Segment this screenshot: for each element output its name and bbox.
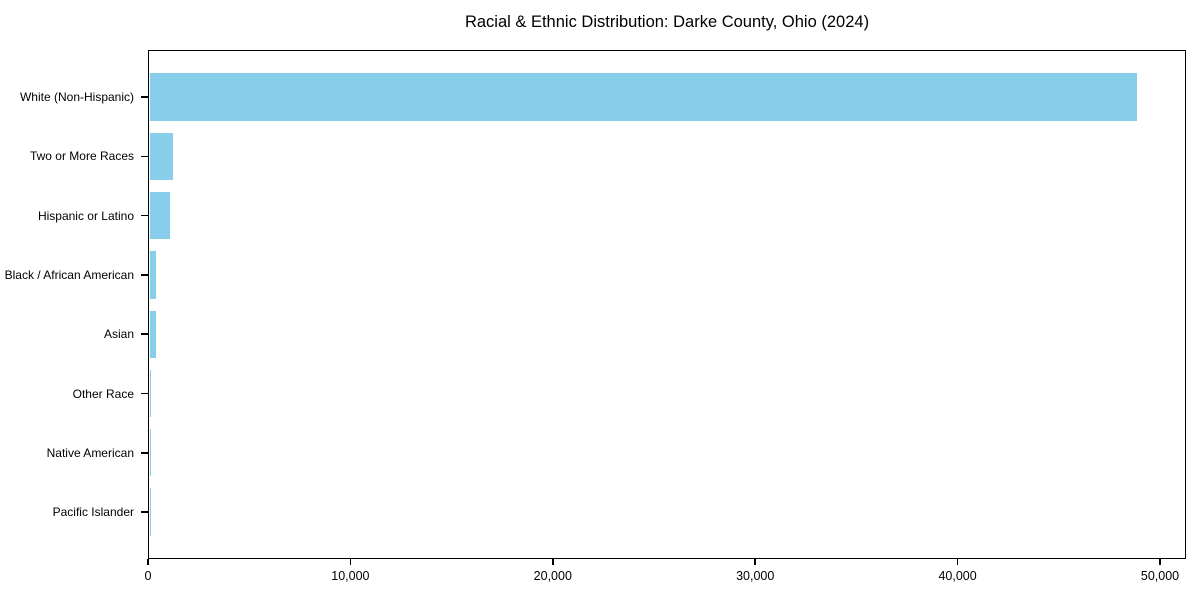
bar-asian: [149, 310, 157, 358]
y-tick: [141, 214, 148, 217]
x-tick-label: 10,000: [331, 569, 370, 583]
x-tick-label: 0: [144, 569, 152, 583]
x-tick: [349, 559, 352, 565]
y-tick: [141, 96, 148, 98]
bar-black-african-american: [149, 251, 156, 299]
y-tick-label: Other Race: [72, 386, 134, 401]
y-tick-label: Hispanic or Latino: [37, 208, 134, 223]
x-tick: [1159, 559, 1161, 565]
y-tick: [141, 511, 148, 513]
y-tick-label: White (Non-Hispanic): [19, 90, 134, 104]
x-tick-label: 30,000: [736, 569, 775, 583]
y-tick: [141, 274, 148, 276]
x-tick: [754, 559, 756, 565]
chart-title: Racial & Ethnic Distribution: Darke Coun…: [464, 13, 870, 31]
plot-area: [148, 50, 1186, 559]
y-tick: [141, 333, 148, 335]
y-tick-label: Two or More Races: [29, 149, 134, 164]
y-tick: [141, 392, 148, 395]
x-tick-label: 50,000: [1140, 569, 1180, 583]
y-tick-label: Black / African American: [4, 267, 134, 282]
y-tick: [141, 452, 148, 454]
x-tick-label: 40,000: [938, 569, 977, 583]
y-tick-label: Pacific Islander: [52, 505, 134, 520]
y-tick: [141, 155, 148, 158]
bar-native-american: [149, 429, 151, 477]
bar-hispanic-or-latino: [149, 191, 170, 240]
x-tick: [147, 559, 149, 565]
y-tick-label: Asian: [103, 327, 134, 342]
x-tick: [552, 559, 554, 565]
y-tick-label: Native American: [46, 445, 134, 460]
x-tick-label: 20,000: [533, 569, 572, 583]
x-tick: [956, 559, 959, 565]
bar-other-race: [149, 369, 151, 418]
bar-two-or-more-races: [149, 132, 174, 180]
bar-white-non-hispanic: [149, 73, 1138, 121]
